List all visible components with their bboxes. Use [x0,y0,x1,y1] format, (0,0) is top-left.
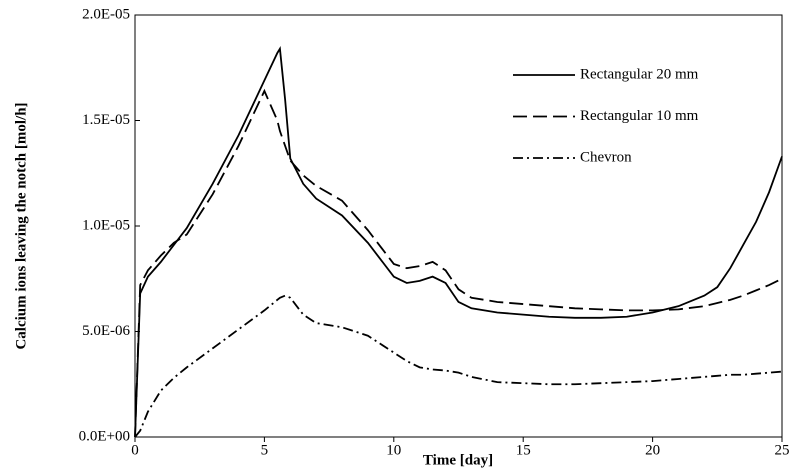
legend-label: Rectangular 20 mm [580,66,699,82]
legend-label: Chevron [580,149,632,165]
x-tick-label: 20 [645,442,660,458]
x-tick-label: 15 [516,442,531,458]
series-line [134,294,783,438]
y-axis-label: Calcium ions leaving the notch [mol/h] [13,102,29,349]
series-line [134,88,783,438]
y-tick-label: 1.0E-05 [82,217,130,233]
x-tick-label: 0 [131,442,139,458]
x-tick-label: 10 [386,442,401,458]
y-tick-label: 0.0E+00 [79,428,130,444]
y-tick-label: 2.0E-05 [82,6,130,22]
y-tick-label: 5.0E-06 [82,323,130,339]
y-tick-label: 1.5E-05 [82,112,130,128]
series-line [134,46,783,438]
x-axis-label: Time [day] [423,452,493,468]
x-tick-label: 25 [775,442,790,458]
x-tick-label: 5 [261,442,269,458]
legend-label: Rectangular 10 mm [580,108,699,124]
